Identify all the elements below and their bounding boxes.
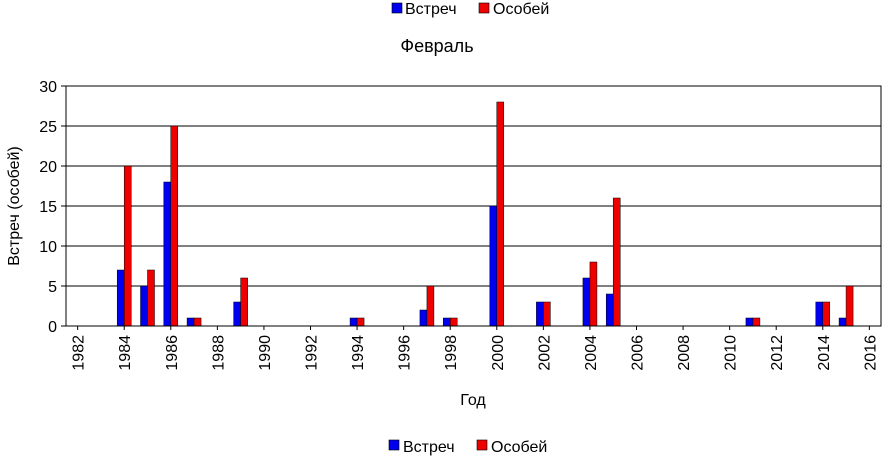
x-tick-label: 2000 bbox=[490, 335, 507, 371]
legend-top-swatch-vstrech bbox=[391, 2, 403, 14]
bar-vstrech-2011 bbox=[745, 317, 754, 327]
legend-bottom-label-osobey: Особей bbox=[491, 439, 547, 456]
bar-vstrech-2004 bbox=[582, 277, 591, 327]
bar-osobey-2011 bbox=[752, 317, 761, 327]
x-tick-label: 1986 bbox=[164, 335, 181, 371]
legend-top-label-vstrech: Встреч bbox=[405, 1, 457, 18]
y-tick-label: 10 bbox=[39, 239, 57, 256]
x-axis-ticks: 1982 1984 1986 1988 1990 1992 1994 1996 1998 2000… bbox=[71, 326, 879, 371]
gridlines bbox=[66, 125, 881, 287]
bar-osobey-1986 bbox=[170, 125, 179, 327]
x-tick-label: 2006 bbox=[630, 335, 647, 371]
legend-bottom-swatch-vstrech bbox=[388, 439, 400, 451]
bar-vstrech-2015 bbox=[838, 317, 847, 327]
y-tick-label: 30 bbox=[39, 79, 57, 96]
x-tick-label: 1998 bbox=[443, 335, 460, 371]
legend-top-swatch-osobey bbox=[478, 2, 490, 14]
bar-osobey-1998 bbox=[449, 317, 458, 327]
x-tick-label: 1984 bbox=[117, 335, 134, 371]
bar-osobey-1989 bbox=[240, 277, 248, 327]
y-axis-title: Встреч (особей) bbox=[6, 146, 23, 266]
bar-osobey-2005 bbox=[612, 197, 621, 327]
bar-osobey-2014 bbox=[822, 301, 831, 327]
bar-osobey-1984 bbox=[123, 165, 132, 327]
bar-vstrech-1998 bbox=[442, 317, 451, 327]
bar-osobey-1997 bbox=[426, 285, 435, 327]
bar-vstrech-1994 bbox=[349, 317, 358, 327]
chart-title: Февраль bbox=[400, 36, 473, 56]
bar-osobey-1985 bbox=[147, 269, 155, 327]
bar-osobey-2015 bbox=[845, 285, 854, 327]
x-tick-label: 2004 bbox=[583, 335, 600, 371]
x-tick-label: 1992 bbox=[304, 335, 321, 371]
y-tick-label: 5 bbox=[48, 279, 57, 296]
legend-bottom-swatch-osobey bbox=[476, 439, 488, 451]
x-tick-label: 1996 bbox=[397, 335, 414, 371]
bar-vstrech-2014 bbox=[815, 301, 824, 327]
legend-top: Встреч Особей bbox=[391, 1, 549, 18]
x-tick-label: 2014 bbox=[816, 335, 833, 371]
legend-bottom: Встреч Особей bbox=[388, 439, 547, 456]
x-tick-label: 1990 bbox=[257, 335, 274, 371]
bar-osobey-2004 bbox=[589, 261, 598, 327]
bar-vstrech-1986 bbox=[163, 181, 172, 327]
y-axis-ticks: 0 5 10 15 20 25 30 bbox=[39, 79, 66, 336]
bar-osobey-2000 bbox=[496, 101, 505, 327]
y-tick-label: 15 bbox=[39, 199, 57, 216]
bar-vstrech-2000 bbox=[489, 205, 498, 327]
y-tick-label: 0 bbox=[48, 319, 57, 336]
x-tick-label: 2016 bbox=[862, 335, 879, 371]
y-tick-label: 20 bbox=[39, 159, 57, 176]
bar-vstrech-1984 bbox=[116, 269, 125, 327]
x-tick-label: 1988 bbox=[210, 335, 227, 371]
x-tick-label: 1982 bbox=[71, 335, 88, 371]
x-tick-label: 2010 bbox=[723, 335, 740, 371]
bar-vstrech-1985 bbox=[140, 285, 148, 327]
bar-vstrech-1987 bbox=[186, 317, 195, 327]
bar-vstrech-1989 bbox=[233, 301, 241, 327]
y-tick-label: 25 bbox=[39, 119, 57, 136]
x-tick-label: 1994 bbox=[350, 335, 367, 371]
legend-bottom-label-vstrech: Встреч bbox=[403, 439, 455, 456]
legend-top-label-osobey: Особей bbox=[493, 1, 549, 18]
x-tick-label: 2012 bbox=[769, 335, 786, 371]
bar-vstrech-2005 bbox=[605, 293, 614, 327]
bar-vstrech-2002 bbox=[536, 301, 544, 327]
bar-vstrech-1997 bbox=[419, 309, 428, 327]
bar-osobey-1987 bbox=[193, 317, 202, 327]
x-tick-label: 2002 bbox=[536, 335, 553, 371]
x-tick-label: 2008 bbox=[676, 335, 693, 371]
bar-osobey-2002 bbox=[543, 301, 551, 327]
bar-osobey-1994 bbox=[356, 317, 365, 327]
x-axis-title: Год bbox=[460, 392, 486, 409]
